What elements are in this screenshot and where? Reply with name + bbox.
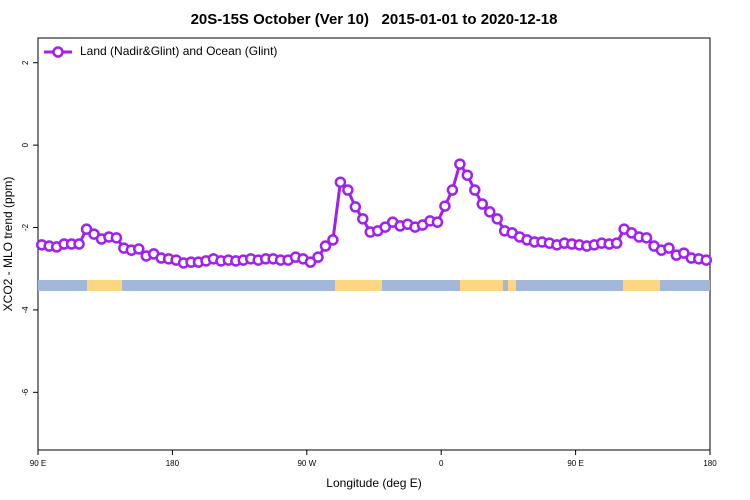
y-tick-label: -4 [21, 306, 30, 314]
data-point [342, 184, 354, 196]
data-point [379, 221, 391, 233]
data-point [461, 169, 474, 181]
x-tick-label: 0 [439, 459, 444, 468]
y-tick-label: 2 [21, 60, 30, 65]
data-point [327, 234, 339, 246]
y-tick-label: 0 [21, 142, 30, 147]
data-point [439, 200, 451, 212]
y-tick-label: -2 [21, 223, 30, 231]
data-point [678, 247, 690, 259]
data-point [349, 201, 362, 213]
data-point [319, 240, 332, 252]
x-tick-label: 90 E [567, 459, 583, 468]
data-point [304, 256, 317, 268]
land-strip [623, 280, 660, 291]
data-point [483, 206, 496, 218]
data-point [640, 232, 653, 244]
data-point [312, 251, 324, 263]
land-strip [335, 280, 382, 291]
land-strip [87, 280, 122, 291]
land-strip [508, 280, 516, 291]
x-tick-label: 180 [703, 459, 717, 468]
data-point [80, 223, 93, 235]
chart-title: 20S-15S October (Ver 10) 2015-01-01 to 2… [191, 11, 558, 28]
data-point [73, 238, 85, 250]
data-point [663, 242, 675, 254]
data-point [446, 184, 459, 196]
data-point [469, 184, 481, 196]
data-point [454, 158, 466, 170]
land-strip [460, 280, 503, 291]
data-point [431, 216, 444, 228]
x-axis-title: Longitude (deg E) [326, 476, 421, 490]
data-point [610, 237, 623, 249]
land-ocean-strip [38, 280, 710, 291]
data-point [88, 228, 100, 240]
x-tick-label: 180 [166, 459, 180, 468]
data-point [357, 213, 369, 225]
data-point [133, 243, 145, 255]
data-point [700, 254, 713, 266]
legend-marker [52, 46, 64, 58]
x-tick-label: 90 E [30, 459, 46, 468]
data-point [334, 176, 347, 188]
legend-label: Land (Nadir&Glint) and Ocean (Glint) [80, 44, 277, 58]
x-tick-label: 90 W [297, 459, 316, 468]
data-point [110, 232, 123, 244]
data-point [491, 213, 503, 225]
y-axis-title: XCO2 - MLO trend (ppm) [1, 177, 15, 312]
data-point [476, 198, 489, 210]
y-tick-label: -6 [21, 388, 30, 396]
